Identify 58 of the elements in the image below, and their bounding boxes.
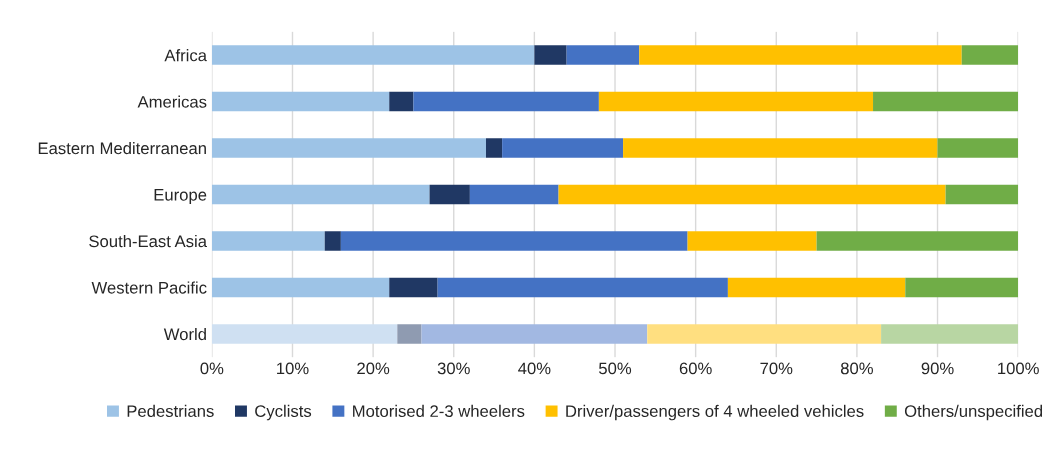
bar <box>945 184 1019 205</box>
bar <box>469 184 559 205</box>
bar <box>437 277 728 298</box>
x-tick-label: 40% <box>518 362 551 375</box>
bar <box>211 184 430 205</box>
bar <box>413 91 599 112</box>
bar <box>211 231 325 251</box>
bar <box>598 91 874 112</box>
bar <box>211 91 390 112</box>
bar <box>502 138 624 158</box>
y-tick-label: Eastern Mediterranean <box>38 142 206 155</box>
y-tick-label: Europe <box>154 189 207 205</box>
bar <box>647 324 882 344</box>
x-tick-label: 50% <box>599 362 632 375</box>
bar <box>961 45 1019 65</box>
x-tick-label: 20% <box>357 362 390 375</box>
bar <box>211 45 535 65</box>
x-tick-label: 10% <box>277 362 309 375</box>
legend-label: Others/unspecified <box>904 404 1043 421</box>
bar <box>881 324 1019 344</box>
bar <box>389 91 414 112</box>
x-tick-label: 60% <box>679 362 712 375</box>
bar <box>421 324 648 344</box>
bar <box>639 45 962 65</box>
x-tick-label: 100% <box>998 362 1039 375</box>
y-tick-label: World <box>163 327 206 341</box>
bar <box>937 138 1019 158</box>
bar <box>211 277 390 298</box>
bar <box>687 231 817 251</box>
bar <box>816 231 1019 251</box>
bar <box>340 231 688 251</box>
bar <box>905 277 1019 298</box>
bar <box>558 184 946 205</box>
x-tick-label: 80% <box>840 362 873 375</box>
y-tick-label: Africa <box>164 49 207 62</box>
bar <box>389 277 438 298</box>
bar <box>534 45 567 65</box>
bar <box>211 138 486 158</box>
bar <box>397 324 422 344</box>
x-tick-label: 70% <box>760 362 793 375</box>
y-tick-label: Western Pacific <box>91 281 207 294</box>
legend-label: Driver/passengers of 4 wheeled vehicles <box>566 404 864 421</box>
legend-label: Motorised 2-3 wheelers <box>353 404 525 418</box>
bar <box>211 324 398 344</box>
bar <box>324 231 341 251</box>
bar <box>873 91 1019 112</box>
legend-label: Cyclists <box>255 404 312 421</box>
y-tick-label: South-East Asia <box>89 234 207 248</box>
x-tick-label: 30% <box>437 362 470 375</box>
x-tick-label: 90% <box>921 362 954 375</box>
bar <box>486 138 503 158</box>
bar <box>623 138 938 158</box>
legend-label: Pedestrians <box>127 404 214 418</box>
x-tick-label: 0% <box>200 362 224 375</box>
bar <box>429 184 470 205</box>
bar <box>727 277 906 298</box>
y-tick-label: Americas <box>137 95 207 108</box>
bar <box>566 45 640 65</box>
